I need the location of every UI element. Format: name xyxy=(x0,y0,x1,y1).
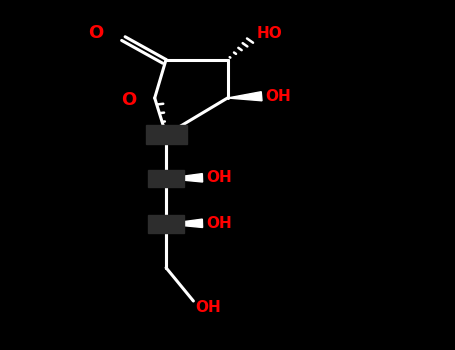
Polygon shape xyxy=(166,219,202,228)
Text: O: O xyxy=(88,24,103,42)
Polygon shape xyxy=(228,92,262,101)
Text: OH: OH xyxy=(206,170,232,185)
Text: OH: OH xyxy=(196,301,222,315)
Polygon shape xyxy=(166,174,202,182)
Text: OH: OH xyxy=(265,89,291,104)
Bar xyxy=(148,215,184,233)
Text: OH: OH xyxy=(206,216,232,231)
Bar xyxy=(148,170,184,187)
Bar xyxy=(146,125,187,144)
Text: HO: HO xyxy=(257,26,283,41)
Text: O: O xyxy=(121,91,136,109)
